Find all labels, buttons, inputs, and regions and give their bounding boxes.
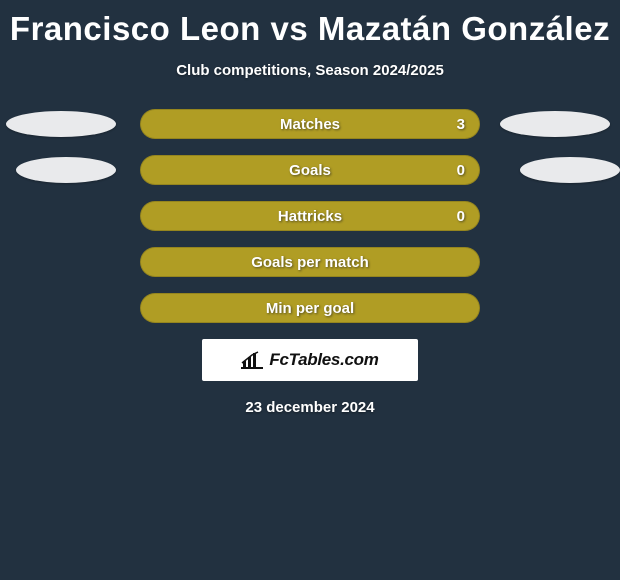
stat-row-matches: Matches 3 xyxy=(0,109,620,139)
footer-date: 23 december 2024 xyxy=(0,399,620,416)
stat-bar: Goals per match xyxy=(140,247,480,277)
stat-value: 3 xyxy=(457,110,465,140)
stat-value: 0 xyxy=(457,202,465,232)
stat-row-hattricks: Hattricks 0 xyxy=(0,201,620,231)
comparison-infographic: Francisco Leon vs Mazatán González Club … xyxy=(0,0,620,580)
stat-row-min-per-goal: Min per goal xyxy=(0,293,620,323)
site-logo: FcTables.com xyxy=(202,339,418,381)
subtitle: Club competitions, Season 2024/2025 xyxy=(0,62,620,79)
stat-label: Hattricks xyxy=(141,202,479,232)
player2-name: Mazatán González xyxy=(318,10,610,47)
stat-label: Goals per match xyxy=(141,248,479,278)
stat-bar: Matches 3 xyxy=(140,109,480,139)
right-value-pill xyxy=(500,111,610,137)
stat-rows: Matches 3 Goals 0 Hattricks 0 Goals per … xyxy=(0,109,620,323)
stat-bar: Goals 0 xyxy=(140,155,480,185)
page-title: Francisco Leon vs Mazatán González xyxy=(0,0,620,48)
stat-bar: Hattricks 0 xyxy=(140,201,480,231)
left-value-pill xyxy=(16,157,116,183)
stat-row-goals: Goals 0 xyxy=(0,155,620,185)
bar-chart-icon xyxy=(241,351,263,369)
right-value-pill xyxy=(520,157,620,183)
stat-value: 0 xyxy=(457,156,465,186)
stat-label: Matches xyxy=(141,110,479,140)
logo-text: FcTables.com xyxy=(269,350,378,370)
stat-row-goals-per-match: Goals per match xyxy=(0,247,620,277)
vs-text: vs xyxy=(270,10,308,47)
left-value-pill xyxy=(6,111,116,137)
player1-name: Francisco Leon xyxy=(10,10,261,47)
stat-label: Goals xyxy=(141,156,479,186)
stat-bar: Min per goal xyxy=(140,293,480,323)
stat-label: Min per goal xyxy=(141,294,479,324)
